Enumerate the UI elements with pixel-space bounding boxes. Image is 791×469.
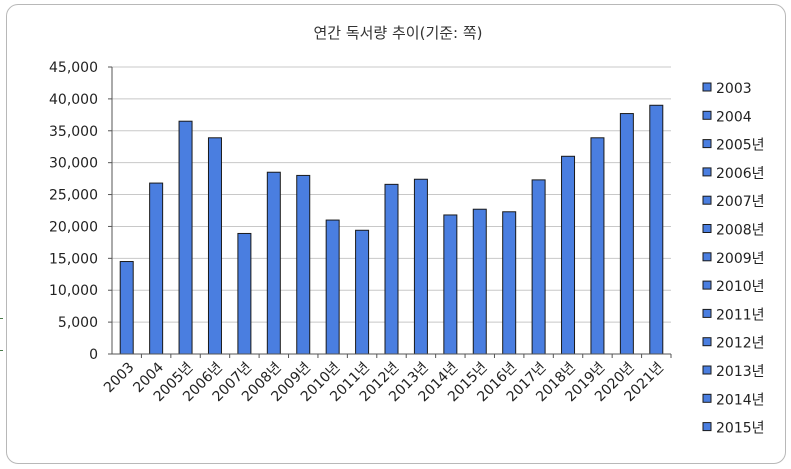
chart-title: 연간 독서량 추이(기준: 쪽) xyxy=(313,24,482,42)
legend-swatch xyxy=(702,252,712,262)
legend-label: 2014년 xyxy=(716,392,765,408)
bar xyxy=(531,179,546,355)
bar xyxy=(355,229,370,355)
legend-swatch xyxy=(702,110,712,120)
bar xyxy=(502,211,517,355)
bar xyxy=(325,219,340,355)
bar xyxy=(296,174,311,355)
y-tick-label: 20,000 xyxy=(49,219,98,235)
legend-swatch xyxy=(702,337,712,347)
y-tick-label: 25,000 xyxy=(49,188,98,204)
bar xyxy=(384,183,399,355)
legend-label: 2009년 xyxy=(716,251,765,267)
y-tick-label: 10,000 xyxy=(49,283,98,299)
legend-swatch xyxy=(702,422,712,432)
sheet-gridline-mark xyxy=(0,350,3,351)
bar xyxy=(149,182,164,355)
legend-swatch xyxy=(702,365,712,375)
legend-label: 2012년 xyxy=(716,336,765,352)
bar xyxy=(590,137,605,355)
y-tick-label: 35,000 xyxy=(49,124,98,140)
y-tick-label: 45,000 xyxy=(49,60,98,76)
bar xyxy=(649,104,664,355)
legend-swatch xyxy=(702,308,712,318)
bar xyxy=(472,208,487,355)
bar xyxy=(619,113,634,355)
legend-swatch xyxy=(702,393,712,403)
legend-swatch xyxy=(702,195,712,205)
legend-label: 2015년 xyxy=(716,421,765,437)
legend-label: 2008년 xyxy=(716,223,765,239)
x-tick-label: 2003 xyxy=(101,360,138,397)
legend-label: 2004 xyxy=(716,109,752,125)
y-tick-label: 15,000 xyxy=(49,251,98,267)
bar xyxy=(119,261,134,355)
legend-label: 2006년 xyxy=(716,166,765,182)
legend-label: 2007년 xyxy=(716,194,765,210)
legend-swatch xyxy=(702,82,712,92)
y-tick-label: 5,000 xyxy=(58,315,98,331)
legend-swatch xyxy=(702,167,712,177)
legend-label: 2011년 xyxy=(716,307,765,323)
legend-label: 2003 xyxy=(716,81,752,97)
bar xyxy=(443,214,458,355)
legend-label: 2013년 xyxy=(716,364,765,380)
legend-swatch xyxy=(702,224,712,233)
legend-swatch xyxy=(702,280,712,290)
legend-label: 2010년 xyxy=(716,279,765,295)
bar xyxy=(178,120,193,355)
y-tick-label: 40,000 xyxy=(49,92,98,108)
bar xyxy=(266,171,281,355)
y-tick-label: 30,000 xyxy=(49,156,98,172)
bar xyxy=(413,178,428,355)
bar xyxy=(207,137,222,355)
y-tick-label: 0 xyxy=(89,347,98,363)
legend-swatch xyxy=(702,139,712,149)
bar xyxy=(237,232,252,355)
legend-label: 2005년 xyxy=(716,138,765,154)
sheet-gridline-mark xyxy=(0,318,3,319)
bar xyxy=(561,155,576,355)
